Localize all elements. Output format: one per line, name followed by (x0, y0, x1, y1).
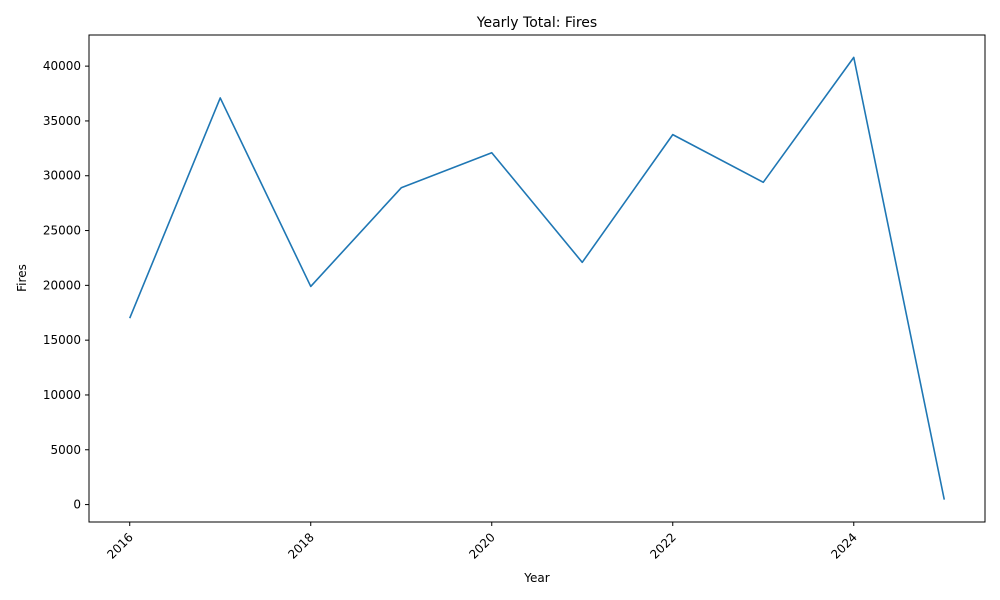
y-tick-label: 10000 (43, 388, 81, 402)
series-layer (128, 56, 946, 500)
series-line (128, 56, 946, 500)
x-axis-label: Year (523, 571, 549, 585)
y-tick-label: 40000 (43, 59, 81, 73)
y-tick-label: 20000 (43, 278, 81, 292)
y-tick-label: 0 (73, 498, 81, 512)
chart-title: Yearly Total: Fires (476, 15, 597, 31)
plot-frame (88, 34, 986, 523)
y-tick-label: 15000 (43, 333, 81, 347)
plot-area (89, 35, 985, 522)
y-axis-label: Fires (15, 264, 29, 292)
y-tick-label: 30000 (43, 169, 81, 183)
y-tick-label: 25000 (43, 224, 81, 238)
y-tick-label: 5000 (50, 443, 81, 457)
y-axis-ticks: 0 5000 10000 15000 20000 25000 30000 35000 40000 (43, 59, 89, 512)
y-tick-label: 35000 (43, 114, 81, 128)
